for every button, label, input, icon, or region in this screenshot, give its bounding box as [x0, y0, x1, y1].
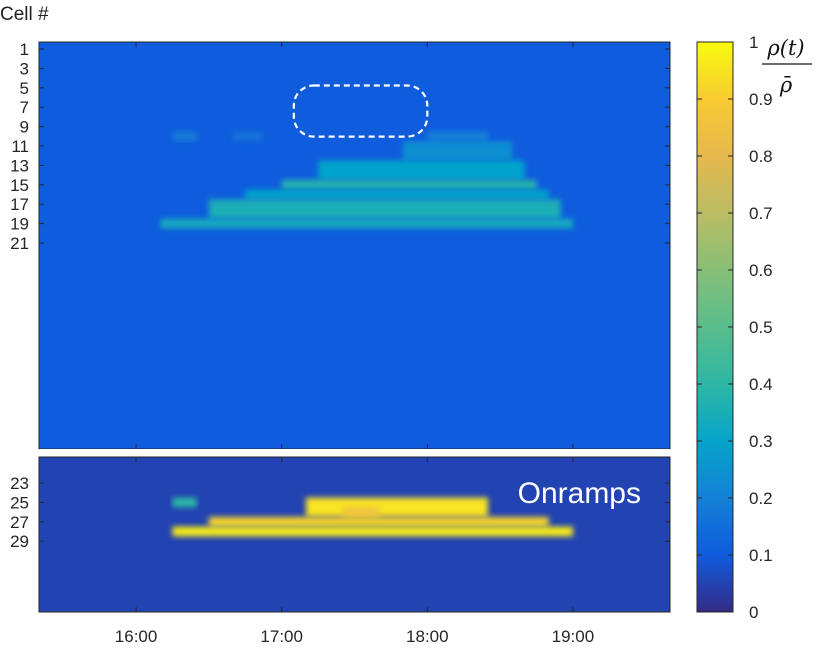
colorbar-tick-label-1: 1	[749, 33, 758, 52]
y-tick-label-11: 11	[11, 137, 29, 156]
onramps-region-4	[172, 526, 573, 537]
panel-separator	[39, 449, 670, 457]
colorbar-label: ρ(t) ρ̄	[762, 36, 812, 97]
colorbar-tick-label-0.6: 0.6	[749, 261, 773, 280]
low-density-annotation-box	[292, 84, 429, 138]
colorbar-label-denominator: ρ̄	[779, 73, 793, 97]
colorbar-tick-label-0.3: 0.3	[749, 432, 773, 451]
onramps-region-0	[172, 497, 197, 508]
x-tick-label-19:00: 19:00	[552, 627, 595, 646]
y-tick-label-19: 19	[10, 215, 29, 234]
y-tick-label-13: 13	[10, 156, 29, 175]
y-tick-label-3: 3	[20, 59, 29, 78]
mainline-region-8	[160, 218, 573, 229]
y-tick-label-7: 7	[20, 98, 29, 117]
mainline-region-6	[245, 189, 549, 200]
mainline-region-0	[172, 131, 197, 142]
mainline-region-5	[281, 179, 537, 190]
mainline-region-1	[233, 131, 263, 142]
colorbar-tick-label-0: 0	[749, 603, 758, 622]
colorbar-tick-label-0.1: 0.1	[749, 546, 773, 565]
mainline-heatmap-background	[39, 42, 670, 449]
x-tick-label-17:00: 17:00	[260, 627, 303, 646]
colorbar-tick-label-0.5: 0.5	[749, 318, 773, 337]
y-tick-label-29: 29	[10, 532, 29, 551]
colorbar-tick-label-0.8: 0.8	[749, 147, 773, 166]
mainline-region-3	[403, 141, 513, 161]
colorbar-gradient	[696, 41, 734, 613]
colorbar-ticks: 0 0.1 0.2 0.3 0.4 0.5 0.6 0.7 0.8 0.9 1	[697, 33, 773, 622]
mainline-region-2	[427, 131, 488, 142]
y-tick-label-9: 9	[20, 118, 29, 137]
colorbar-tick-label-0.9: 0.9	[749, 90, 773, 109]
y-tick-label-23: 23	[10, 474, 29, 493]
mainline-heatmap-regions	[160, 131, 573, 229]
onramps-region-1	[305, 497, 488, 517]
colorbar: 0 0.1 0.2 0.3 0.4 0.5 0.6 0.7 0.8 0.9 1 ρ(t) ρ̄	[696, 33, 812, 622]
x-tick-label-18:00: 18:00	[406, 627, 449, 646]
x-axis-ticks: 16:00 17:00 18:00 19:00	[115, 42, 594, 646]
y-tick-label-17: 17	[10, 195, 29, 214]
colorbar-tick-label-0.2: 0.2	[749, 489, 773, 508]
onramps-axes-frame	[38, 456, 671, 613]
y-tick-label-25: 25	[10, 493, 29, 512]
onramps-region-2	[342, 507, 379, 517]
y-axis-label: Cell #	[0, 4, 49, 25]
mainline-region-4	[318, 160, 525, 180]
y-tick-label-15: 15	[10, 176, 29, 195]
y-tick-label-1: 1	[20, 40, 29, 59]
onramps-label: Onramps	[518, 477, 641, 510]
onramps-heatmap-regions	[172, 497, 573, 537]
y-tick-label-27: 27	[10, 513, 29, 532]
mainline-region-7	[208, 199, 561, 219]
x-tick-label-16:00: 16:00	[115, 627, 158, 646]
colorbar-tick-label-0.4: 0.4	[749, 375, 773, 394]
colorbar-tick-label-0.7: 0.7	[749, 204, 773, 223]
onramps-region-3	[208, 516, 549, 527]
y-tick-label-5: 5	[20, 79, 29, 98]
colorbar-label-numerator: ρ(t)	[766, 36, 804, 60]
y-tick-label-21: 21	[10, 234, 29, 253]
